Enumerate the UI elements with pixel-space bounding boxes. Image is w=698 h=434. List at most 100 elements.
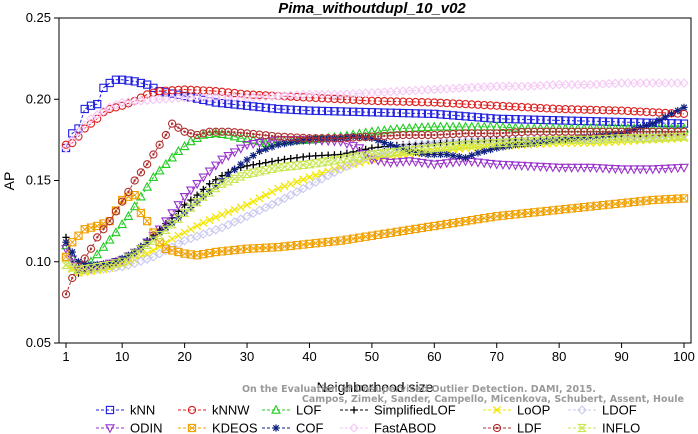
x-tick-label: 40 — [302, 349, 316, 364]
data-point — [660, 78, 671, 88]
data-point — [623, 127, 632, 136]
data-point — [242, 200, 252, 209]
legend-label: kNNW — [212, 403, 250, 418]
data-point — [660, 164, 671, 174]
data-point — [324, 134, 333, 143]
data-point — [98, 106, 109, 116]
data-point — [136, 208, 146, 218]
data-point — [180, 228, 189, 237]
data-point — [168, 234, 177, 244]
data-point — [523, 103, 533, 112]
data-point — [504, 161, 515, 171]
data-point — [235, 132, 246, 142]
data-point — [361, 132, 370, 142]
data-point — [679, 127, 689, 136]
data-point — [286, 133, 295, 142]
data-point — [548, 127, 558, 136]
data-point — [204, 167, 215, 177]
data-point — [149, 150, 158, 159]
data-point — [448, 111, 458, 120]
data-point — [130, 176, 139, 185]
data-point — [554, 79, 564, 90]
data-point — [262, 159, 270, 167]
data-point — [567, 105, 576, 114]
data-point — [74, 132, 83, 141]
x-tick-label: 20 — [177, 349, 191, 364]
data-point — [405, 97, 414, 106]
data-point — [448, 129, 458, 139]
data-point — [604, 106, 614, 115]
data-point — [585, 135, 596, 145]
data-point — [586, 127, 595, 136]
data-point — [286, 105, 295, 114]
data-point — [186, 225, 195, 234]
data-point — [554, 135, 565, 145]
data-point — [542, 104, 551, 113]
data-point — [224, 208, 233, 217]
data-point — [473, 129, 483, 138]
data-point — [461, 112, 470, 121]
data-point — [317, 89, 327, 100]
data-point — [173, 145, 184, 155]
data-point — [154, 231, 165, 240]
data-point — [536, 103, 545, 113]
data-point — [312, 152, 320, 160]
data-point — [455, 99, 464, 108]
data-point — [410, 158, 421, 168]
watermark-line-2: Campos, Zimek, Sander, Campello, Micenko… — [302, 394, 684, 405]
data-point — [299, 133, 308, 143]
data-point — [610, 165, 621, 175]
x-tick-label: 30 — [240, 349, 254, 364]
data-point — [672, 132, 683, 142]
data-point — [473, 113, 483, 122]
data-point — [260, 165, 271, 175]
data-point — [679, 119, 689, 128]
data-point — [167, 119, 177, 128]
x-tick-label: 10 — [115, 349, 129, 364]
data-point — [204, 128, 215, 138]
data-point — [654, 78, 664, 88]
data-point — [267, 164, 277, 173]
data-point — [224, 127, 233, 136]
data-point — [498, 101, 508, 111]
data-point — [336, 95, 345, 104]
data-point — [229, 174, 240, 184]
data-point — [136, 78, 146, 88]
data-point — [142, 181, 153, 191]
data-point — [555, 127, 564, 136]
legend-label: kNN — [130, 403, 155, 418]
data-point — [566, 163, 577, 173]
data-point — [80, 124, 89, 133]
data-point — [217, 92, 227, 103]
data-point — [179, 92, 190, 103]
data-point — [648, 108, 657, 117]
data-point — [235, 144, 246, 154]
data-point — [199, 185, 207, 194]
data-point — [623, 118, 632, 127]
data-point — [262, 145, 270, 153]
data-point — [330, 107, 339, 116]
data-point — [405, 130, 414, 140]
data-point — [416, 145, 427, 154]
data-point — [104, 260, 115, 270]
legend-item-fastabod: FastABOD — [340, 421, 436, 434]
legend-item-kdeos: KDEOS — [178, 421, 258, 434]
data-point — [479, 139, 490, 148]
legend-label: COF — [296, 421, 324, 434]
data-point — [505, 102, 514, 111]
data-point — [310, 89, 321, 100]
data-point — [510, 122, 521, 132]
data-point — [479, 159, 490, 169]
data-point — [305, 106, 314, 115]
data-point — [273, 163, 284, 172]
data-point — [622, 134, 633, 143]
data-point — [616, 134, 627, 143]
data-point — [629, 127, 639, 136]
data-point — [268, 157, 276, 166]
data-point — [223, 177, 234, 186]
data-point — [461, 129, 470, 138]
data-point — [679, 194, 689, 203]
data-point — [379, 149, 390, 158]
data-point — [79, 264, 90, 274]
data-point — [636, 107, 645, 116]
